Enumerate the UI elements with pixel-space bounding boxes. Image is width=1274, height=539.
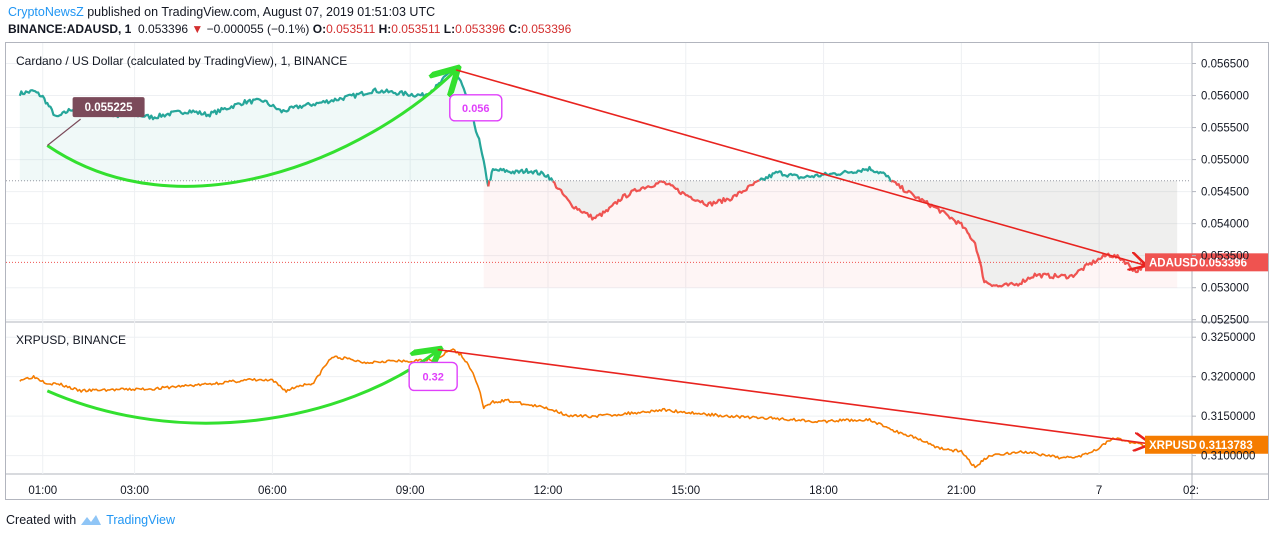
xrp-green-up-arrow — [46, 351, 437, 425]
y-tick-label: 0.3200000 — [1201, 372, 1255, 384]
change-arrow-icon: ▼ — [191, 22, 204, 36]
xrp-peak-label-box — [408, 361, 458, 392]
ada-last-price-tag-value: 0.053396 — [1199, 257, 1247, 269]
ada-last-price-tag-symbol: ADAUSD — [1149, 257, 1198, 269]
x-tick-label: 15:00 — [671, 485, 700, 497]
xrp-peak-label: 0.32 — [422, 371, 443, 383]
xrp-last-price-tag-value: 0.3113783 — [1199, 440, 1253, 452]
y-tick-label: 0.056500 — [1201, 58, 1249, 70]
low-label: L: — [443, 22, 456, 36]
open-label: O: — [312, 22, 327, 36]
y-tick-label: 0.053500 — [1201, 251, 1249, 263]
y-tick-label: 0.055500 — [1201, 123, 1249, 135]
ada-line-down-segment — [487, 180, 491, 187]
x-tick-label: 12:00 — [534, 485, 563, 497]
change-value: −0.000055 (−0.1%) — [206, 22, 310, 36]
x-tick-label: 02: — [1183, 485, 1199, 497]
xrp-last-price-tag-box — [1145, 435, 1268, 454]
high-label: H: — [378, 22, 392, 36]
x-tick-label: 18:00 — [809, 485, 838, 497]
footer: Created with TradingView — [6, 513, 175, 527]
y-tick-label: 0.054500 — [1201, 187, 1249, 199]
ada-line-down-segment — [552, 179, 760, 221]
xrp-last-price-tag-symbol: XRPUSD — [1149, 440, 1197, 452]
x-tick-label: 06:00 — [258, 485, 287, 497]
symbol-ohlc-line: BINANCE:ADAUSD, 1 0.053396 ▼ −0.000055 (… — [8, 22, 571, 36]
y-tick-label: 0.3150000 — [1201, 411, 1255, 423]
ada-pane-title: Cardano / US Dollar (calculated by Tradi… — [16, 54, 347, 68]
tradingview-link[interactable]: TradingView — [106, 513, 175, 527]
ada-area-below-fill — [483, 180, 1178, 288]
close-value: 0.053396 — [521, 22, 572, 36]
y-tick-label: 0.053000 — [1201, 283, 1249, 295]
ada-last-price-tag-box — [1145, 253, 1268, 272]
ada-peak-label: 0.056 — [462, 103, 490, 115]
y-tick-label: 0.054000 — [1201, 219, 1249, 231]
ada-area-above-fill — [19, 70, 1178, 287]
xrp-red-down-arrow — [437, 348, 1150, 444]
x-tick-label: 21:00 — [947, 485, 976, 497]
publish-line: CryptoNewsZ published on TradingView.com… — [8, 5, 435, 19]
chart-container[interactable]: 0.055225 0.056 0.32 ADAUSD 0.053396 XRPUSD 0.3… — [5, 42, 1269, 500]
ada-line-up-segment — [488, 167, 554, 182]
high-value: 0.053511 — [391, 22, 441, 36]
tradingview-logo-icon — [81, 515, 102, 525]
y-tick-label: 0.3250000 — [1201, 332, 1255, 344]
last-price: 0.053396 — [138, 22, 189, 36]
low-value: 0.053396 — [455, 22, 506, 36]
y-tick-label: 0.052500 — [1201, 315, 1249, 327]
ada-low-callout-line — [46, 118, 81, 146]
xrp-pane-title: XRPUSD, BINANCE — [16, 333, 126, 347]
ada-red-down-arrow — [455, 69, 1145, 265]
x-tick-label: 09:00 — [396, 485, 425, 497]
y-tick-label: 0.3100000 — [1201, 451, 1255, 463]
ada-green-up-arrow — [46, 70, 456, 188]
y-tick-label: 0.055000 — [1201, 155, 1249, 167]
xrp-line — [19, 348, 1178, 469]
x-tick-label: 01:00 — [28, 485, 57, 497]
ada-peak-label-box — [449, 94, 503, 122]
x-tick-label: 03:00 — [120, 485, 149, 497]
ada-low-label: 0.055225 — [85, 102, 134, 114]
x-tick-label: 7 — [1096, 485, 1102, 497]
created-with-label: Created with — [6, 513, 77, 527]
ada-line-up-segment — [758, 165, 892, 183]
publish-info: published on TradingView.com, August 07,… — [83, 5, 436, 19]
brand-link[interactable]: CryptoNewsZ — [8, 5, 84, 19]
symbol-label: BINANCE:ADAUSD, 1 — [8, 22, 132, 36]
open-value: 0.053511 — [326, 22, 376, 36]
close-label: C: — [508, 22, 522, 36]
ada-low-label-box — [72, 97, 145, 118]
y-tick-label: 0.056000 — [1201, 91, 1249, 103]
